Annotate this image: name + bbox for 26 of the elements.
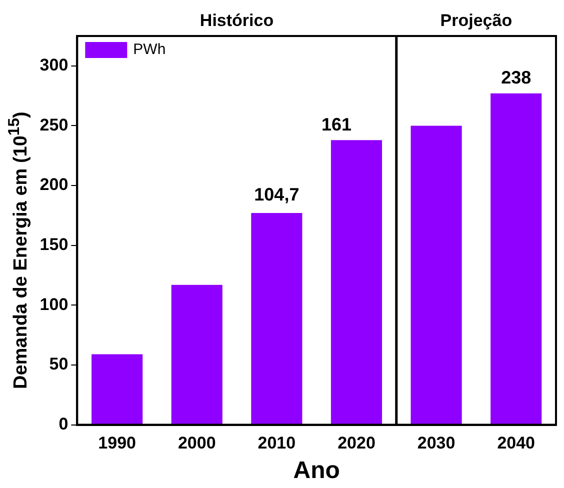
bar — [490, 93, 542, 424]
x-tick-label: 2000 — [178, 434, 216, 453]
legend-label: PWh — [133, 41, 166, 58]
bar — [92, 354, 143, 424]
x-tick-label: 2030 — [417, 434, 456, 453]
annotation: 238 — [501, 68, 532, 88]
annotation: 104,7 — [254, 184, 300, 204]
annotation: 161 — [322, 114, 352, 134]
y-tick-label: 300 — [40, 56, 68, 75]
y-tick-label: 200 — [40, 175, 68, 194]
text: Histórico — [200, 11, 274, 30]
x-tick-label: 1990 — [98, 434, 136, 453]
bar — [171, 284, 222, 424]
x-axis-title: Ano — [293, 457, 340, 484]
x-tick-label: 2020 — [338, 434, 376, 453]
y-tick-label: 100 — [40, 294, 68, 314]
y-tick-label: 250 — [40, 115, 68, 134]
text: Projeção — [440, 11, 512, 30]
y-tick-label: 50 — [49, 354, 68, 374]
bar — [330, 140, 382, 424]
y-tick-label: 0 — [58, 414, 68, 434]
bar — [410, 126, 462, 424]
x-tick-label: 2040 — [497, 434, 536, 453]
y-tick-label: 150 — [40, 235, 68, 254]
bar — [251, 213, 302, 424]
x-tick-label: 2010 — [258, 434, 296, 453]
